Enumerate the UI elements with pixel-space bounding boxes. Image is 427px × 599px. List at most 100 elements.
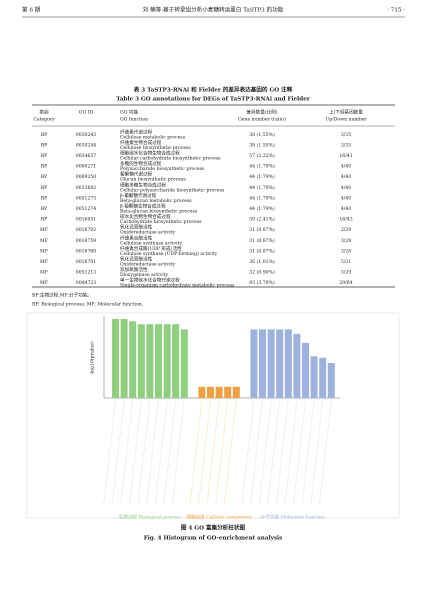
cell-category: MF: [40, 248, 48, 254]
cell-up-down: 16/43: [339, 217, 352, 223]
column-header: GO function: [120, 117, 148, 123]
category-guide: [276, 399, 289, 506]
column-header: Gene number (ratio): [238, 116, 286, 123]
cell-function-en: Polysaccharide biosynthetic process: [120, 166, 205, 172]
column-header: GO 功能: [120, 109, 138, 116]
cell-category: BP: [41, 153, 47, 159]
cell-up-down: 16/41: [339, 153, 352, 159]
category-guide: [241, 399, 255, 506]
cell-gene-number: 36 (1.01%): [249, 258, 275, 265]
group-label: 生物过程 Biological process: [119, 514, 182, 521]
cell-category: BP: [41, 185, 47, 191]
cell-up-down: 3/35: [341, 142, 351, 148]
bar: [267, 329, 275, 398]
bar: [319, 357, 327, 398]
cell-function-zh: β-葡聚糖代谢过程: [120, 192, 157, 199]
cell-function-zh: 氧化还原酶活性: [120, 224, 153, 231]
table-title-en: Table 3 GO annotations for DEGs of TaSTP…: [116, 97, 309, 103]
bar: [327, 362, 335, 398]
cell-gene-number: 31 (0.87%): [249, 247, 275, 254]
cell-function-en: Cellular polysaccharide biosynthetic pro…: [120, 187, 225, 193]
y-axis-label: -log10(pvalue): [89, 341, 96, 375]
cell-function-zh: 双加氧酶活性: [120, 266, 148, 273]
running-title: 刘 楠等:基于转录组分析小麦糖转运蛋白 TaSTP3 的功能: [143, 6, 284, 14]
cell-go-id: 0016051: [76, 217, 97, 223]
cell-up-down: 2/29: [341, 227, 351, 233]
cell-gene-number: 44 (1.79%): [249, 173, 275, 180]
column-header: GO ID: [79, 110, 94, 116]
figure-caption-en: Fig. 4 Histogram of GO-enrichment analys…: [144, 536, 283, 542]
cell-gene-number: 44 (1.79%): [249, 194, 275, 201]
page-number: · 715 ·: [387, 8, 405, 14]
cell-gene-number: 38 (1.55%): [249, 131, 275, 138]
category-guide: [310, 399, 323, 506]
cell-gene-number: 93 (3.79%): [249, 279, 275, 286]
category-guide: [215, 399, 228, 506]
cell-up-down: 4/40: [341, 164, 351, 170]
group-label: 分子功能 Molecular function: [261, 514, 325, 521]
cell-gene-number: 57 (2.32%): [249, 152, 275, 159]
cell-function-en: Cellulose synthase (UDP-forming) activit…: [120, 250, 218, 257]
cell-function-zh: 碳水化合物生物合成过程: [120, 213, 171, 220]
cell-function-en: Beta-glucan biosynthetic process: [120, 209, 198, 215]
cell-category: BP: [41, 206, 47, 212]
cell-gene-number: 44 (1.79%): [249, 163, 275, 170]
cell-category: MF: [40, 238, 48, 244]
cell-go-id: 0016702: [76, 227, 97, 233]
bar: [250, 329, 258, 398]
category-guide: [284, 399, 298, 506]
cell-up-down: 29/64: [339, 280, 352, 286]
figure-caption-zh: 图 4 GO 富集分析柱状图: [181, 524, 246, 532]
bar: [293, 333, 301, 398]
cell-gene-number: 44 (1.79%): [249, 184, 275, 191]
cell-function-zh: 纤维素合酶活性: [120, 234, 153, 241]
cell-gene-number: 31 (0.87%): [249, 226, 275, 233]
cell-function-en: Single-organism carbohydrate metabolic p…: [120, 283, 235, 289]
category-guide: [111, 399, 125, 506]
bar: [120, 318, 128, 398]
cell-category: BP: [41, 164, 47, 170]
cell-function-zh: 葡聚糖代谢过程: [120, 171, 153, 178]
cell-function-en: Cellular carbohydrate biosynthetic proce…: [120, 156, 221, 162]
cell-gene-number: 31 (0.87%): [249, 237, 275, 244]
cell-category: BP: [41, 195, 47, 201]
column-header: 差异数量(比例): [246, 109, 277, 116]
category-guide: [120, 399, 133, 506]
issue: 第 6 期: [22, 6, 41, 14]
cell-function-en: Dioxygenase activity: [120, 272, 169, 278]
cell-category: BP: [41, 217, 47, 223]
cell-go-id: 0044723: [76, 280, 97, 286]
category-guide: [224, 399, 237, 506]
bar: [112, 318, 119, 398]
cell-category: MF: [40, 280, 48, 286]
cell-category: MF: [40, 227, 48, 233]
bar: [232, 386, 240, 398]
bar: [129, 321, 137, 398]
cell-go-id: 0016759: [76, 238, 97, 244]
cell-go-id: 0051213: [76, 270, 97, 276]
cell-up-down: 5/31: [341, 259, 351, 265]
bar: [146, 324, 154, 398]
cell-gene-number: 44 (1.79%): [249, 205, 275, 212]
cell-function-zh: 细胞多糖生物合成过程: [120, 181, 166, 188]
cell-up-down: 3/35: [341, 132, 351, 138]
column-header: Category: [33, 117, 55, 123]
category-guide: [189, 399, 203, 506]
cell-up-down: 3/28: [341, 238, 351, 244]
category-guide: [103, 399, 116, 506]
cell-go-id: 0051273: [76, 195, 97, 201]
cell-up-down: 3/28: [341, 248, 351, 254]
bar: [172, 324, 180, 398]
category-guide: [137, 399, 151, 506]
cell-function-en: Oxidoreductase activity: [120, 230, 176, 236]
category-guide: [319, 399, 332, 506]
category-guide: [258, 399, 272, 506]
cell-function-en: Beta-glucan metabolic process: [120, 198, 192, 204]
category-guide: [154, 399, 168, 506]
table-title-zh: 表 3 TaSTP3-RNAi 和 Fielder 的差异表达基因的 GO 注释: [133, 86, 293, 94]
category-guide: [129, 399, 142, 506]
category-guide: [172, 399, 185, 506]
cell-up-down: 4/40: [341, 185, 351, 191]
